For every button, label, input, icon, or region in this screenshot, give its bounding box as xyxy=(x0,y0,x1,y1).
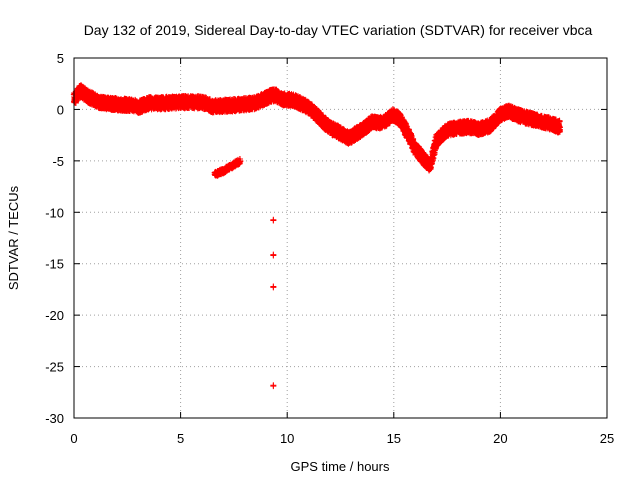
data-series xyxy=(70,82,563,390)
chart-title: Day 132 of 2019, Sidereal Day-to-day VTE… xyxy=(84,22,593,38)
